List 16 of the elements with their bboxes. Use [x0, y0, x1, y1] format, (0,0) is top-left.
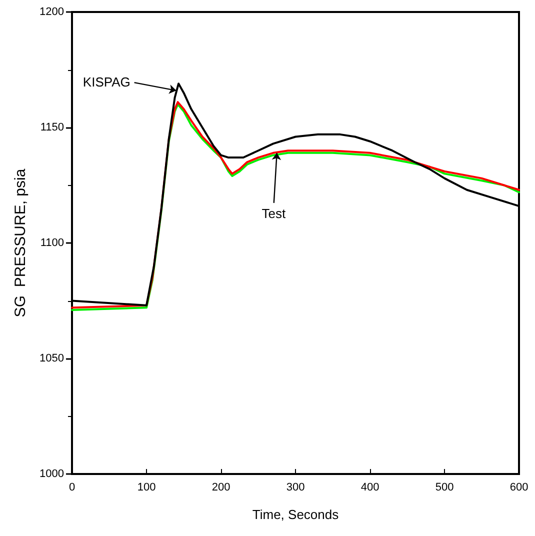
x-tick-label: 300: [286, 482, 305, 494]
y-tick-label: 1150: [40, 122, 64, 134]
annotation: Test: [262, 206, 286, 221]
x-tick-label: 600: [510, 482, 528, 494]
x-tick-label: 0: [68, 482, 76, 494]
y-tick-label: 1100: [40, 237, 64, 249]
x-tick-label: 200: [212, 482, 230, 494]
x-axis-title: Time, Seconds: [252, 507, 340, 522]
x-tick-label: 500: [435, 482, 454, 494]
y-tick-label: 1050: [40, 352, 64, 364]
x-tick-label: 100: [137, 482, 156, 494]
y-tick-label: 1000: [40, 468, 64, 480]
x-tick-label: 400: [360, 482, 380, 494]
y-tick-label: 1200: [40, 6, 64, 18]
y-axis-title: SG PRESSURE, psia: [12, 168, 29, 318]
annotation: KISPAG: [82, 74, 130, 90]
